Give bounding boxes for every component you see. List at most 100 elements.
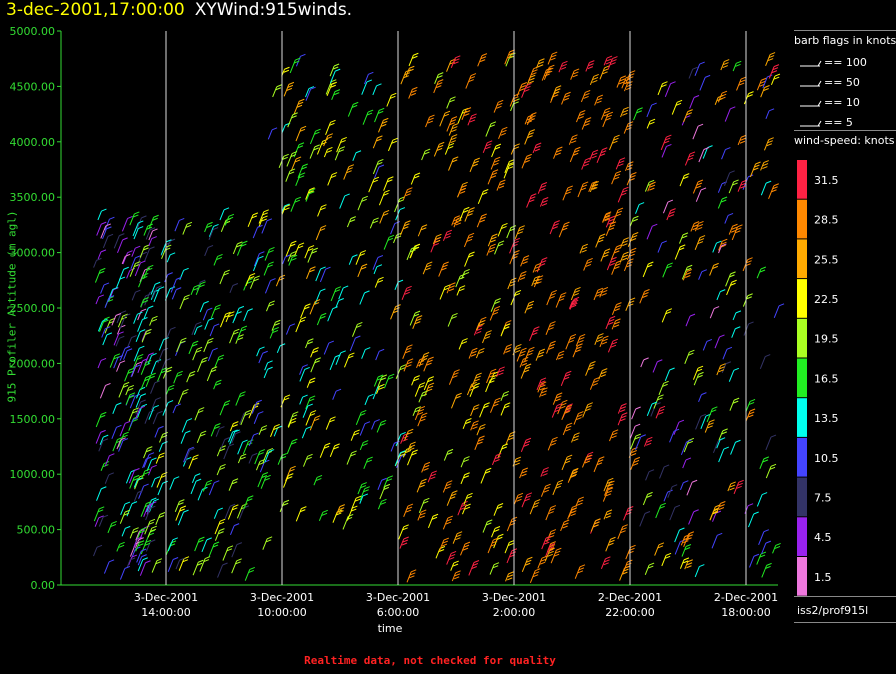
wind-barb	[174, 217, 185, 232]
wind-barb	[361, 347, 371, 359]
wind-barb	[286, 438, 298, 454]
wind-barb	[135, 537, 144, 548]
y-tick-label: 3000.00	[10, 247, 56, 260]
wind-barb	[346, 216, 356, 228]
wind-barb	[264, 449, 275, 463]
wind-barb	[94, 515, 104, 527]
wind-barb	[257, 472, 269, 488]
wind-barb	[350, 495, 362, 511]
wind-barb	[101, 326, 111, 338]
wind-barb	[182, 221, 193, 235]
wind-barb	[143, 452, 155, 468]
wind-barb	[339, 193, 350, 209]
wind-barb	[150, 281, 161, 295]
wind-barb	[112, 402, 122, 414]
wind-barb	[240, 409, 252, 426]
wind-barb	[100, 223, 111, 239]
wind-barb	[138, 272, 149, 288]
wind-barb	[121, 525, 131, 537]
wind-barb	[167, 537, 178, 552]
wind-barb	[267, 127, 278, 140]
speed-color-swatch	[797, 358, 807, 398]
wind-barb	[97, 318, 108, 332]
wind-barb	[119, 565, 131, 580]
wind-barb	[147, 352, 157, 365]
wind-barb	[124, 367, 135, 382]
wind-barb	[220, 437, 230, 450]
wind-barb	[215, 426, 225, 437]
wind-barb	[264, 360, 273, 371]
wind-barb	[237, 439, 248, 455]
wind-barb	[134, 405, 146, 420]
legend-separator	[794, 596, 896, 597]
wind-barb	[255, 458, 266, 471]
wind-barb	[109, 353, 121, 368]
wind-barb	[98, 438, 109, 452]
wind-barb	[104, 216, 115, 231]
wind-barb	[123, 348, 133, 360]
wind-barb	[108, 287, 119, 302]
wind-barb	[196, 279, 206, 292]
wind-barb	[202, 307, 213, 321]
wind-barb	[170, 276, 182, 293]
wind-barb	[208, 227, 219, 241]
speed-color-swatch	[797, 239, 807, 279]
wind-barb	[252, 255, 264, 272]
wind-barb	[97, 249, 107, 260]
wind-barb	[376, 383, 385, 395]
wind-barb	[348, 254, 358, 265]
wind-barb	[186, 370, 196, 383]
wind-barb	[334, 146, 346, 161]
wind-barb	[139, 560, 151, 576]
wind-barb	[126, 267, 135, 279]
wind-barb	[111, 424, 122, 440]
wind-barb	[214, 518, 226, 535]
speed-bin-label: 28.5	[814, 214, 839, 227]
wind-barb	[248, 402, 260, 419]
wind-barb	[290, 196, 302, 212]
wind-barb	[94, 267, 106, 283]
wind-barb	[155, 512, 166, 526]
wind-barb	[140, 375, 152, 391]
y-tick-label: 500.00	[17, 524, 56, 537]
wind-barb	[134, 260, 146, 277]
wind-barb	[116, 360, 126, 372]
wind-barb	[111, 313, 122, 326]
wind-barb	[152, 410, 163, 425]
wind-barb	[305, 86, 315, 98]
wind-barb	[287, 411, 299, 427]
wind-barb	[310, 357, 321, 373]
wind-barb	[258, 350, 268, 364]
wind-barb	[379, 209, 390, 224]
wind-barb	[224, 503, 236, 520]
wind-barb	[210, 304, 221, 319]
speed-color-swatch	[797, 477, 807, 517]
wind-barb	[127, 335, 137, 348]
wind-barb	[184, 447, 195, 462]
wind-barb	[113, 233, 125, 249]
wind-barb	[228, 478, 239, 491]
wind-barb	[191, 321, 202, 336]
wind-barb	[120, 501, 131, 516]
wind-barb	[305, 395, 316, 410]
wind-barb	[121, 215, 133, 232]
wind-barb	[175, 557, 185, 570]
y-tick-label: 2500.00	[10, 302, 56, 315]
wind-barb	[116, 437, 126, 450]
wind-barb	[349, 335, 361, 352]
speed-bin-label: 22.5	[814, 293, 839, 306]
wind-barb	[135, 540, 145, 552]
wind-barb	[133, 345, 145, 362]
speed-bin-label: 25.5	[814, 253, 839, 266]
wind-barb	[297, 163, 308, 178]
wind-barb	[299, 366, 310, 382]
wind-barb	[396, 453, 407, 468]
wind-barb	[118, 438, 129, 452]
wind-barb	[377, 498, 387, 510]
wind-barb	[194, 536, 205, 552]
wind-barb	[359, 486, 370, 501]
wind-barb	[325, 119, 336, 135]
wind-barb	[104, 295, 115, 309]
wind-barb	[95, 411, 107, 428]
wind-barb	[372, 135, 383, 149]
